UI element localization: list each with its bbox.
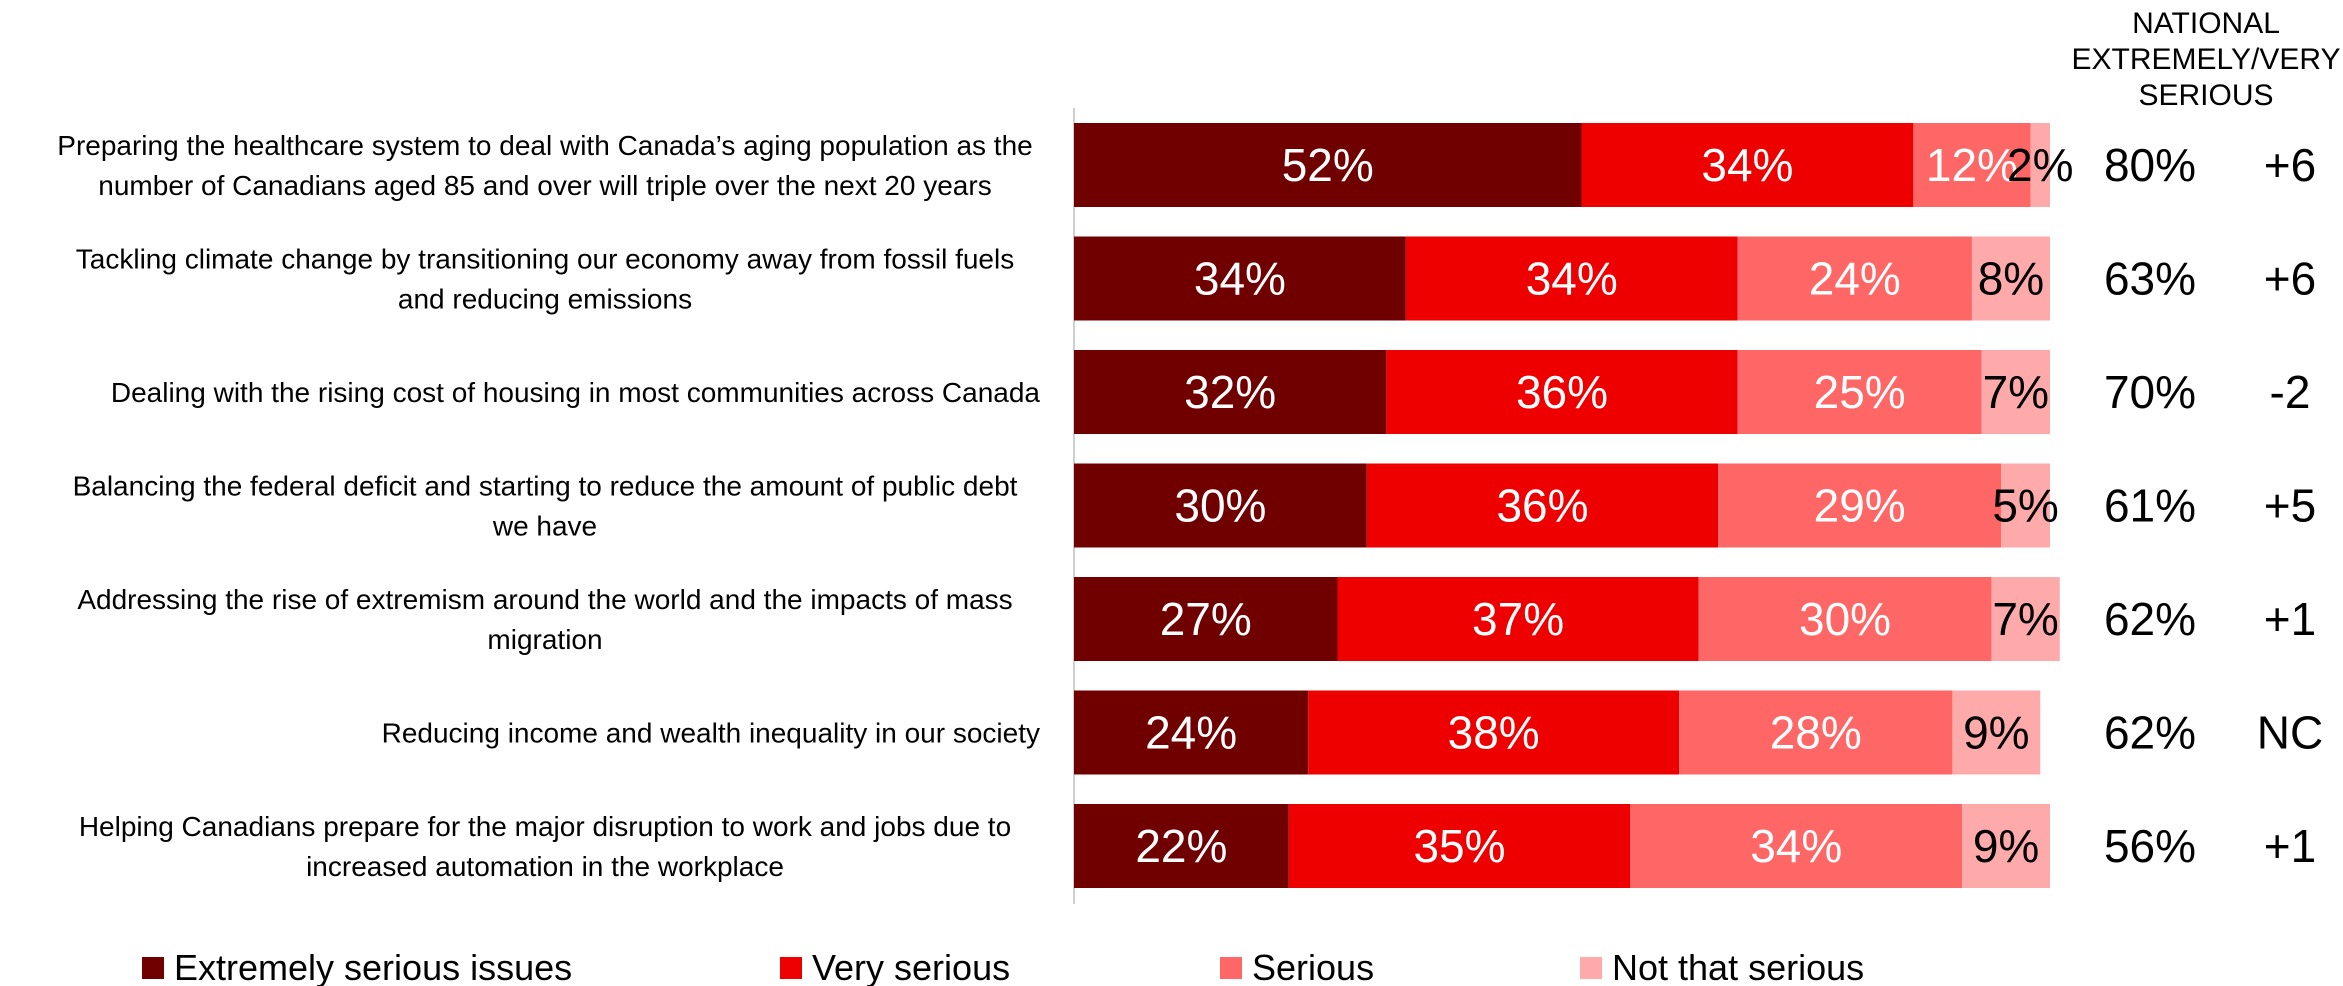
legend-item: Serious	[1220, 947, 1374, 986]
bar-value-label: 38%	[1448, 707, 1540, 759]
bar-segment	[1991, 577, 2060, 661]
bar-segment	[1962, 804, 2050, 888]
header-line: SERIOUS	[2138, 79, 2273, 112]
bars: 52% 34% 12%2% 34% 34% 24% 8% 32% 36% 25% 7% 30% 36% 2…	[1074, 123, 2073, 888]
category-label: Dealing with the rising cost of housing …	[111, 377, 1041, 408]
category-label: Helping Canadians prepare for the major …	[79, 811, 1011, 882]
bar-segment	[1679, 690, 1953, 775]
category-label: Preparing the healthcare system to deal …	[57, 130, 1032, 201]
bar-segment	[1952, 690, 2041, 775]
bar-value-label: 2%	[2007, 139, 2073, 191]
bar-segment	[1288, 804, 1631, 888]
bar-segment	[1074, 236, 1406, 321]
bar-segment	[1971, 236, 2050, 321]
bar-segment	[2030, 123, 2050, 207]
national-value: 62%	[2104, 707, 2196, 759]
bar-value-label: 7%	[1992, 593, 2058, 645]
bar-value-label: 34%	[1750, 820, 1842, 872]
bar-segment	[1405, 236, 1738, 321]
change-value: +6	[2264, 253, 2316, 305]
bar-segment	[1737, 350, 1982, 434]
header-line: NATIONAL	[2132, 7, 2280, 40]
national-value: 62%	[2104, 593, 2196, 645]
national-value: 70%	[2104, 366, 2196, 418]
bar-value-label: 22%	[1135, 820, 1227, 872]
national-value: 63%	[2104, 253, 2196, 305]
bar-value-label: 24%	[1809, 253, 1901, 305]
national-value: 56%	[2104, 820, 2196, 872]
bar-segment	[1386, 350, 1738, 434]
legend-item: Extremely serious issues	[142, 947, 572, 986]
bar-value-label: 34%	[1194, 253, 1286, 305]
bar-value-label: 25%	[1814, 366, 1906, 418]
bar-segment	[1366, 463, 1719, 548]
bar-segment	[1337, 577, 1699, 661]
category-labels: Preparing the healthcare system to deal …	[57, 130, 1040, 882]
bar-value-label: 28%	[1770, 707, 1862, 759]
bar-segment	[1074, 690, 1309, 775]
bar-value-label: 27%	[1160, 593, 1252, 645]
legend-label: Extremely serious issues	[174, 947, 572, 986]
change-value: +6	[2264, 139, 2316, 191]
bar-value-label: 52%	[1282, 139, 1374, 191]
category-label: Tackling climate change by transitioning…	[76, 244, 1014, 315]
legend-swatch	[142, 957, 164, 979]
bar-segment	[1074, 804, 1289, 888]
legend-swatch	[1220, 957, 1242, 979]
bar-segment	[1074, 123, 1582, 207]
change-value: +1	[2264, 820, 2316, 872]
change-value: +1	[2264, 593, 2316, 645]
bar-segment	[1308, 690, 1680, 775]
bar-segment	[1630, 804, 1963, 888]
bar-segment	[1718, 463, 2002, 548]
change-value: -2	[2270, 366, 2311, 418]
bar-segment	[1981, 350, 2050, 434]
bar-segment	[2001, 463, 2050, 548]
bar-value-label: 24%	[1145, 707, 1237, 759]
bar-value-label: 29%	[1814, 480, 1906, 532]
bar-value-label: 30%	[1174, 480, 1266, 532]
bar-value-label: 8%	[1978, 253, 2044, 305]
bar-segment	[1913, 123, 2031, 207]
legend-item: Not that serious	[1580, 947, 1864, 986]
bar-value-label: 5%	[1992, 480, 2058, 532]
bar-value-label: 9%	[1973, 820, 2039, 872]
bar-value-label: 36%	[1516, 366, 1608, 418]
bar-segment	[1698, 577, 1992, 661]
change-value: NC	[2257, 707, 2323, 759]
legend-swatch	[780, 957, 802, 979]
legend: Extremely serious issues Very serious Seri…	[142, 947, 1864, 986]
national-value: 80%	[2104, 139, 2196, 191]
bar-value-label: 9%	[1963, 707, 2029, 759]
bar-value-label: 32%	[1184, 366, 1276, 418]
bar-segment	[1737, 236, 1972, 321]
bar-value-label: 35%	[1413, 820, 1505, 872]
national-value: 61%	[2104, 480, 2196, 532]
category-label: Reducing income and wealth inequality in…	[382, 718, 1040, 749]
legend-item: Very serious	[780, 947, 1010, 986]
bar-segment	[1074, 350, 1387, 434]
legend-swatch	[1580, 957, 1602, 979]
legend-label: Not that serious	[1612, 947, 1864, 986]
header-line: EXTREMELY/VERY	[2072, 43, 2341, 76]
legend-label: Serious	[1252, 947, 1374, 986]
bar-value-label: 36%	[1496, 480, 1588, 532]
bar-segment	[1581, 123, 1914, 207]
category-label: Balancing the federal deficit and starti…	[73, 471, 1018, 542]
bar-value-label: 34%	[1701, 139, 1793, 191]
change-value: +5	[2264, 480, 2316, 532]
bar-value-label: 34%	[1526, 253, 1618, 305]
bar-value-label: 12%	[1926, 139, 2018, 191]
national-values: 80% +6 63% +6 70% -2 61% +5 62% +1 62% NC 56% +1	[2104, 139, 2323, 872]
bar-segment	[1074, 577, 1338, 661]
bar-segment	[1074, 463, 1367, 548]
bar-value-label: 37%	[1472, 593, 1564, 645]
legend-label: Very serious	[812, 947, 1010, 986]
bar-value-label: 30%	[1799, 593, 1891, 645]
bar-value-label: 7%	[1983, 366, 2049, 418]
category-label: Addressing the rise of extremism around …	[77, 584, 1012, 655]
